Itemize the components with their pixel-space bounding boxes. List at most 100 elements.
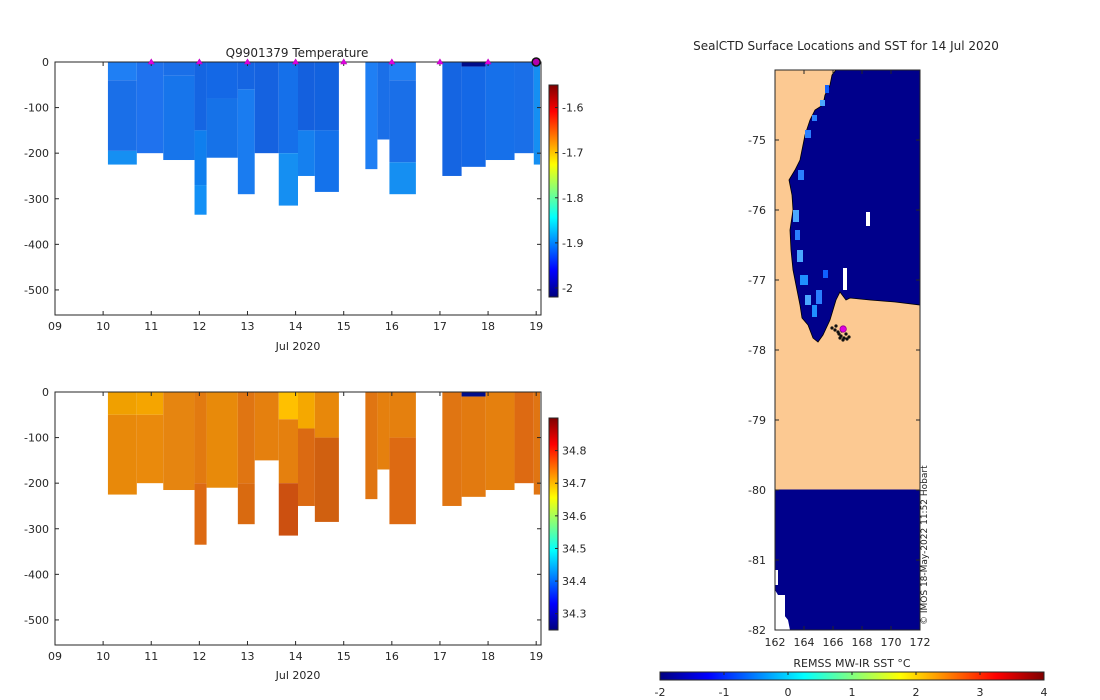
x-tick-label: 14 [289,650,303,663]
colorbar-tick-label: 34.8 [562,445,587,458]
salinity-axes-frame [54,391,542,646]
profile-cell [314,62,339,131]
map-y-tick-label: -80 [748,484,766,497]
temperature-x-ticks: 09 10 11 12 13 14 15 16 17 18 19 [48,62,543,333]
land-gap [843,268,847,290]
profile-cell [298,62,315,131]
surface-marker [388,58,396,65]
x-tick-label: 13 [240,320,254,333]
x-tick-label: 19 [529,320,543,333]
y-tick-label: -200 [24,477,49,490]
current-position-marker [531,57,541,67]
y-tick-label: -300 [24,523,49,536]
surface-marker [436,58,444,65]
map-x-tick-label: 162 [765,636,786,649]
colorbar-bar [548,417,559,631]
sst-colorbar: -2 -1 0 1 2 3 4 REMSS MW-IR SST °C [655,657,1048,699]
sst-map-panel: SealCTD Surface Locations and SST for 14… [655,39,1048,699]
profile-cell [107,62,137,81]
profile-cell [278,483,298,536]
profile-cell [533,62,541,165]
land-gap [866,212,870,226]
profile-cell [194,62,207,131]
temperature-axes-frame [54,61,542,316]
profile-cell [461,66,486,167]
colorbar-tick-label: -1.6 [562,102,583,115]
x-tick-label: 15 [337,320,351,333]
profile-cell [365,62,378,170]
profile-cell [163,62,195,76]
map-title: SealCTD Surface Locations and SST for 14… [693,39,999,53]
profile-cell [254,392,279,461]
colorbar-tick-label: 0 [785,686,792,699]
map-data [775,69,921,630]
profile-cell [389,162,416,195]
profile-cell [389,80,416,163]
x-tick-label: 17 [433,650,447,663]
profile-cell [461,62,486,67]
colorbar-tick-label: -1.8 [562,192,583,205]
temperature-data [107,62,541,215]
profile-cell [194,483,207,545]
y-tick-label: 0 [42,386,49,399]
y-tick-label: -100 [24,432,49,445]
salinity-panel: 0 -100 -200 -300 -400 -500 09 10 11 12 13 14 15 16 17… [24,386,586,682]
colorbar-tick-label: 1 [849,686,856,699]
x-tick-label: 09 [48,320,62,333]
profile-cell [461,392,486,397]
profile-cell [314,437,339,522]
map-y-tick-label: -76 [748,204,766,217]
surface-marker [484,58,492,65]
coastal-cells [793,85,829,317]
x-tick-label: 10 [96,650,110,663]
x-tick-label: 16 [385,320,399,333]
salinity-data [107,392,541,545]
profile-cell [136,414,164,484]
surface-marker [195,58,203,65]
map-y-tick-label: -81 [748,554,766,567]
colorbar-tick-label: 2 [913,686,920,699]
colorbar-label: REMSS MW-IR SST °C [793,657,911,670]
y-tick-label: -400 [24,238,49,251]
temperature-colorbar: -1.6 -1.7 -1.8 -1.9 -2 [548,84,583,298]
profile-cell [254,62,279,154]
map-y-tick-label: -77 [748,274,766,287]
x-tick-label: 17 [433,320,447,333]
profile-cell [485,62,515,161]
profile-cell [442,62,462,176]
surface-marker [243,58,252,65]
colorbar-tick-label: 34.7 [562,477,587,490]
profile-cell [107,80,137,151]
map-x-tick-label: 164 [794,636,815,649]
profile-cell [107,414,137,495]
profile-cell [485,392,515,491]
temperature-y-ticks: 0 -100 -200 -300 -400 -500 [24,56,541,297]
colorbar-tick-label: -1 [719,686,730,699]
colorbar-tick-label: 4 [1041,686,1048,699]
map-x-ticks: 162 164 166 168 170 172 [765,70,931,649]
x-tick-label: 09 [48,650,62,663]
profile-cell [194,392,207,484]
x-tick-label: 16 [385,650,399,663]
profile-cell [533,392,541,495]
x-tick-label: 11 [144,650,158,663]
map-x-tick-label: 170 [881,636,902,649]
salinity-x-ticks: 09 10 11 12 13 14 15 16 17 18 19 [48,392,543,663]
map-y-tick-label: -78 [748,344,766,357]
profile-cell [389,437,416,525]
ross-sea-ocean [788,69,921,343]
profile-cell [461,396,486,497]
profile-cell [194,185,207,215]
profile-cell [237,89,255,195]
profile-cell [298,392,315,429]
x-tick-label: 19 [529,650,543,663]
y-tick-label: 0 [42,56,49,69]
temperature-title: Q9901379 Temperature [226,46,369,60]
seal-position-marker [839,325,847,333]
profile-cell [514,62,534,154]
profile-cell [278,419,298,484]
profile-cell [194,130,207,186]
colorbar-tick-label: 34.4 [562,575,587,588]
credit-text: © IMOS 18-May-2022 11:52 Hobart [920,465,930,625]
